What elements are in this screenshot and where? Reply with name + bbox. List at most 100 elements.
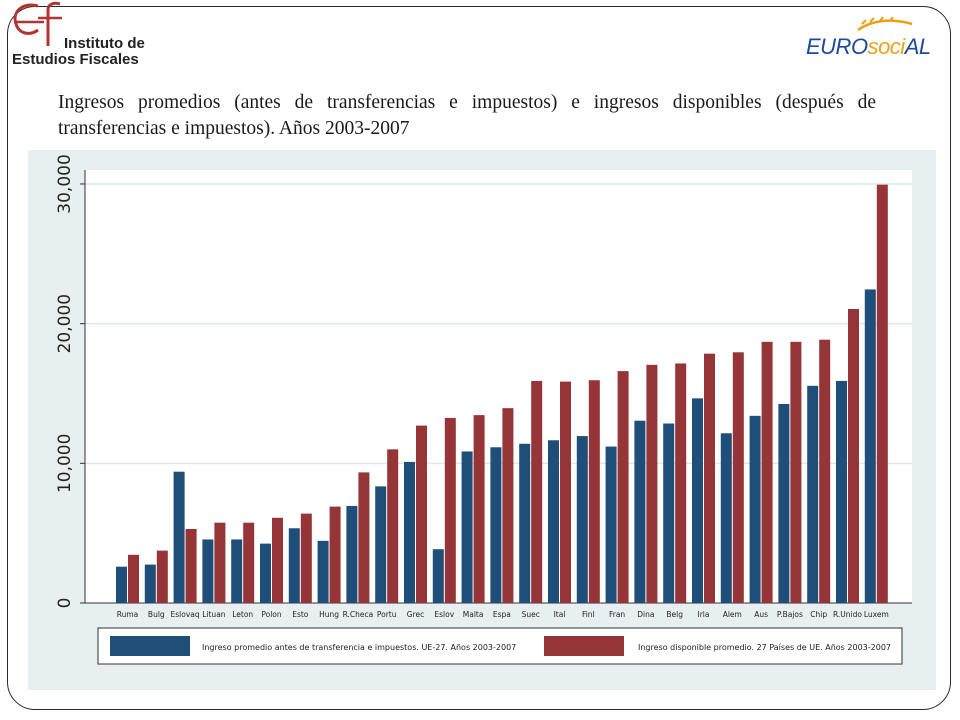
x-tick-label: Aus [754, 610, 768, 619]
slide-frame [7, 6, 951, 710]
bar-antes-Espa [490, 447, 502, 603]
bar-disponible-Lituan [214, 522, 226, 603]
x-tick-label: Alem [723, 610, 742, 619]
bar-disponible-Finl [588, 380, 600, 603]
x-tick-label: Lituan [202, 610, 226, 619]
bar-antes-Dina [634, 420, 646, 603]
x-tick-label: Polon [261, 610, 282, 619]
x-tick-label: Belg [666, 610, 683, 619]
bar-antes-R.Unido [836, 380, 847, 603]
bar-disponible-Bulg [156, 550, 168, 603]
x-tick-label: Leton [232, 610, 253, 619]
bar-antes-Eslovaq [173, 471, 185, 603]
bar-disponible-Luxem [876, 184, 888, 603]
bar-antes-Portu [375, 486, 387, 603]
x-tick-label: Espa [493, 610, 511, 619]
ief-name-line1: Instituto de [64, 35, 145, 52]
bar-disponible-P.Bajos [790, 341, 802, 603]
bar-antes-Chip [807, 385, 819, 603]
chart-panel: 0 10,000 20,000 30,000 Ruma Bulg Eslovaq Lituan… [28, 150, 936, 690]
bar-antes-Luxem [864, 289, 876, 603]
legend-swatch-antes [110, 636, 190, 656]
bar-disponible-Leton [243, 522, 255, 603]
eurosocial-logo: EUROsociAL [800, 16, 935, 64]
bar-disponible-Eslov [444, 417, 456, 603]
legend-swatch-disponible [544, 636, 624, 656]
bar-disponible-Suec [531, 380, 543, 603]
bar-disponible-R.Unido [848, 308, 859, 603]
bar-disponible-Fran [617, 371, 629, 603]
bar-disponible-Polon [272, 517, 283, 603]
x-tick-label: Grec [407, 610, 424, 619]
x-tick-label: P.Bajos [777, 610, 803, 619]
bar-antes-Ruma [116, 566, 127, 603]
x-tick-label: Malta [463, 610, 484, 619]
bar-disponible-Malta [473, 415, 485, 603]
ief-logo: Instituto de Estudios Fiscales [8, 0, 158, 72]
y-tick-label: 20,000 [55, 294, 75, 353]
x-tick-label: R.Unido [833, 610, 862, 619]
slide-title: Ingresos promedios (antes de transferenc… [58, 92, 876, 139]
bar-disponible-Ruma [128, 554, 139, 603]
x-tick-label: Portu [377, 610, 397, 619]
bar-antes-Bulg [144, 564, 156, 603]
x-tick-label: Eslov [434, 610, 454, 619]
bar-antes-Leton [231, 539, 243, 603]
bar-disponible-Chip [819, 339, 831, 603]
bar-disponible-Eslovaq [185, 528, 197, 603]
x-tick-label: Chip [810, 610, 827, 619]
ief-mark-icon [13, 1, 62, 46]
ief-name-line2: Estudios Fiscales [12, 51, 139, 68]
bar-antes-P.Bajos [778, 403, 790, 603]
bar-antes-Esto [288, 528, 300, 603]
x-tick-label: Suec [522, 610, 540, 619]
x-tick-label: Eslovaq [171, 610, 200, 619]
bar-disponible-Grec [416, 425, 427, 603]
eurosocial-swoosh-icon [857, 16, 913, 32]
bar-antes-Lituan [202, 539, 214, 603]
bar-disponible-Hung [329, 506, 341, 603]
x-tick-label: Fran [609, 610, 625, 619]
y-tick-label: 10,000 [55, 434, 75, 493]
bar-antes-Suec [519, 443, 531, 603]
bar-disponible-Dina [646, 364, 658, 603]
bar-antes-Malta [461, 451, 473, 603]
x-tick-label: R.Checa [343, 610, 374, 619]
x-tick-label: Bulg [148, 610, 165, 619]
x-tick-label: Ital [554, 610, 566, 619]
bar-antes-Fran [605, 446, 617, 603]
bar-disponible-Espa [502, 408, 514, 603]
bar-antes-Alem [720, 433, 732, 603]
eurosocial-part1: EURO [806, 34, 868, 59]
legend-label-antes: Ingreso promedio antes de transferencia … [202, 643, 516, 652]
x-tick-label: Esto [292, 610, 309, 619]
bar-antes-Finl [576, 436, 588, 603]
bar-disponible-Aus [761, 341, 773, 603]
bar-antes-Polon [260, 543, 271, 603]
bar-chart: 0 10,000 20,000 30,000 Ruma Bulg Eslovaq Lituan… [55, 154, 912, 665]
y-tick-label: 30,000 [55, 154, 75, 213]
bar-antes-Hung [317, 540, 329, 603]
x-tick-label: Ruma [117, 610, 139, 619]
x-tick-label: Luxem [864, 610, 889, 619]
x-tick-label: Irla [698, 610, 710, 619]
x-tick-label: Dina [637, 610, 654, 619]
bar-antes-Irla [692, 398, 703, 603]
bar-disponible-Belg [675, 363, 687, 603]
bar-antes-Eslov [432, 549, 444, 603]
bar-disponible-Esto [300, 513, 312, 603]
bar-disponible-Irla [704, 353, 715, 603]
bar-antes-R.Checa [346, 505, 358, 603]
legend-box [97, 627, 903, 665]
eurosocial-part2: soci [867, 34, 906, 59]
x-tick-label: Hung [319, 610, 339, 619]
x-tick-label: Finl [582, 610, 595, 619]
y-tick-label: 0 [55, 598, 75, 609]
bar-disponible-R.Checa [358, 472, 370, 603]
bar-disponible-Ital [560, 381, 571, 603]
bar-antes-Belg [663, 423, 675, 603]
bar-antes-Grec [404, 461, 415, 603]
eurosocial-part3: AL [904, 34, 931, 59]
bar-disponible-Portu [387, 449, 399, 603]
bar-antes-Ital [548, 440, 559, 603]
